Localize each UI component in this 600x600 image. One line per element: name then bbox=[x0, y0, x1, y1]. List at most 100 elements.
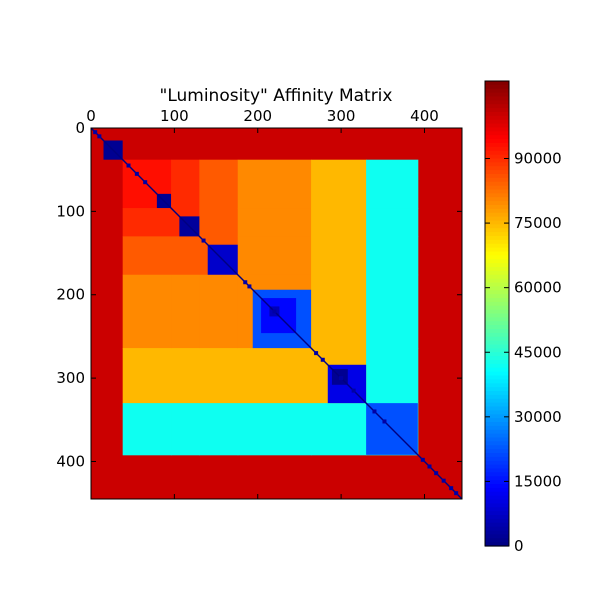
colorbar-segment bbox=[485, 542, 509, 547]
colorbar-segment bbox=[485, 344, 509, 349]
heatmap-diagonal-point bbox=[320, 357, 325, 362]
heatmap-diagonal bbox=[90, 127, 463, 500]
colorbar-segment bbox=[485, 259, 509, 264]
colorbar-segment bbox=[485, 468, 509, 473]
colorbar-segment bbox=[485, 429, 509, 435]
colorbar-segment bbox=[485, 422, 509, 427]
heatmap-band-cell bbox=[311, 208, 367, 237]
colorbar-tick-label: 75000 bbox=[514, 214, 562, 232]
colorbar-segment bbox=[485, 491, 509, 497]
colorbar-segment bbox=[485, 336, 509, 342]
colorbar-segment bbox=[485, 518, 509, 524]
heatmap-band-cell bbox=[199, 208, 239, 237]
heatmap-diagonal-point bbox=[134, 171, 139, 176]
x-tick-label: 200 bbox=[243, 107, 272, 125]
colorbar-segment bbox=[485, 538, 509, 543]
colorbar-segment bbox=[485, 255, 509, 260]
heatmap-band-cell bbox=[122, 403, 172, 456]
colorbar-segment bbox=[485, 282, 509, 287]
colorbar-segment bbox=[485, 212, 509, 218]
colorbar-segment bbox=[485, 201, 509, 206]
colorbar-segment bbox=[485, 185, 509, 191]
colorbar-tick-label: 90000 bbox=[514, 150, 562, 168]
colorbar-segment bbox=[485, 239, 509, 245]
colorbar-segment bbox=[485, 286, 509, 291]
colorbar-segment bbox=[485, 170, 509, 175]
colorbar-segment bbox=[485, 321, 509, 326]
x-tick-label: 0 bbox=[86, 107, 96, 125]
heatmap-band-cell bbox=[366, 274, 419, 349]
colorbar-segment bbox=[485, 100, 509, 105]
colorbar-segment bbox=[485, 507, 509, 512]
x-tick-label: 100 bbox=[160, 107, 189, 125]
colorbar-segment bbox=[485, 247, 509, 253]
heatmap-band-cell bbox=[366, 159, 419, 209]
heatmap-band-cell bbox=[122, 208, 172, 237]
heatmap-diagonal-point bbox=[201, 238, 206, 243]
colorbar-segment bbox=[485, 88, 509, 94]
heatmap-band-cell bbox=[237, 348, 312, 404]
colorbar-segment bbox=[485, 174, 509, 179]
y-tick-label: 0 bbox=[75, 119, 85, 137]
heatmap-diagonal-point bbox=[382, 419, 387, 424]
colorbar-segment bbox=[485, 476, 509, 481]
colorbar-segment bbox=[485, 146, 509, 152]
colorbar-segment bbox=[485, 131, 509, 136]
x-tick-label: 300 bbox=[327, 107, 356, 125]
colorbar-segment bbox=[485, 216, 509, 222]
colorbar-segment bbox=[485, 406, 509, 411]
colorbar-segment bbox=[485, 154, 509, 160]
colorbar-segment bbox=[485, 414, 509, 419]
colorbar-segment bbox=[485, 332, 509, 338]
colorbar-segment bbox=[485, 294, 509, 299]
heatmap-diagonal-point bbox=[243, 280, 248, 285]
heatmap-band-cell bbox=[311, 159, 367, 209]
colorbar-segment bbox=[485, 425, 509, 431]
heatmap-band-cell bbox=[171, 159, 200, 209]
colorbar-segment bbox=[485, 511, 509, 516]
colorbar-segment bbox=[485, 387, 509, 392]
colorbar-segment bbox=[485, 445, 509, 450]
colorbar-segment bbox=[485, 232, 509, 237]
colorbar-segment bbox=[485, 460, 509, 466]
colorbar-segment bbox=[485, 383, 509, 388]
heatmap-diagonal-point bbox=[351, 388, 356, 393]
colorbar-segment bbox=[485, 305, 509, 311]
heatmap-band-cell bbox=[366, 208, 419, 237]
colorbar-segment bbox=[485, 123, 509, 129]
colorbar-segment bbox=[485, 367, 509, 373]
colorbar-segment bbox=[485, 228, 509, 233]
heatmap-band-cell bbox=[171, 403, 200, 456]
heatmap-band-cell bbox=[199, 403, 239, 456]
colorbar-segment bbox=[485, 340, 509, 346]
colorbar-segment bbox=[485, 441, 509, 446]
heatmap-band-cell bbox=[311, 274, 367, 349]
y-tick-label: 200 bbox=[56, 286, 85, 304]
colorbar-segment bbox=[485, 503, 509, 508]
colorbar-segment bbox=[485, 301, 509, 307]
heatmap-band-cell bbox=[237, 403, 312, 456]
colorbar-tick-label: 45000 bbox=[514, 343, 562, 361]
colorbar-segment bbox=[485, 177, 509, 183]
colorbar-segment bbox=[485, 375, 509, 380]
colorbar-segment bbox=[485, 325, 509, 330]
colorbar-segment bbox=[485, 263, 509, 268]
colorbar-segment bbox=[485, 298, 509, 303]
colorbar-segment bbox=[485, 472, 509, 477]
colorbar-segment bbox=[485, 398, 509, 404]
colorbar-segment bbox=[485, 220, 509, 225]
colorbar-segment bbox=[485, 487, 509, 493]
colorbar-segment bbox=[485, 119, 509, 125]
colorbar-segment bbox=[485, 464, 509, 470]
heatmap-diagonal-point bbox=[314, 351, 319, 356]
chart-title: "Luminosity" Affinity Matrix bbox=[160, 86, 393, 106]
heatmap-band-cell bbox=[122, 236, 172, 276]
heatmap-diagonal-point bbox=[272, 309, 277, 314]
colorbar-segment bbox=[485, 278, 509, 284]
colorbar-segment bbox=[485, 363, 509, 369]
heatmap-diagonal-point bbox=[434, 471, 439, 476]
heatmap-band-cell bbox=[237, 236, 312, 276]
heatmap-band-cell bbox=[122, 274, 172, 349]
colorbar-segment bbox=[485, 402, 509, 408]
colorbar-segment bbox=[485, 453, 509, 458]
